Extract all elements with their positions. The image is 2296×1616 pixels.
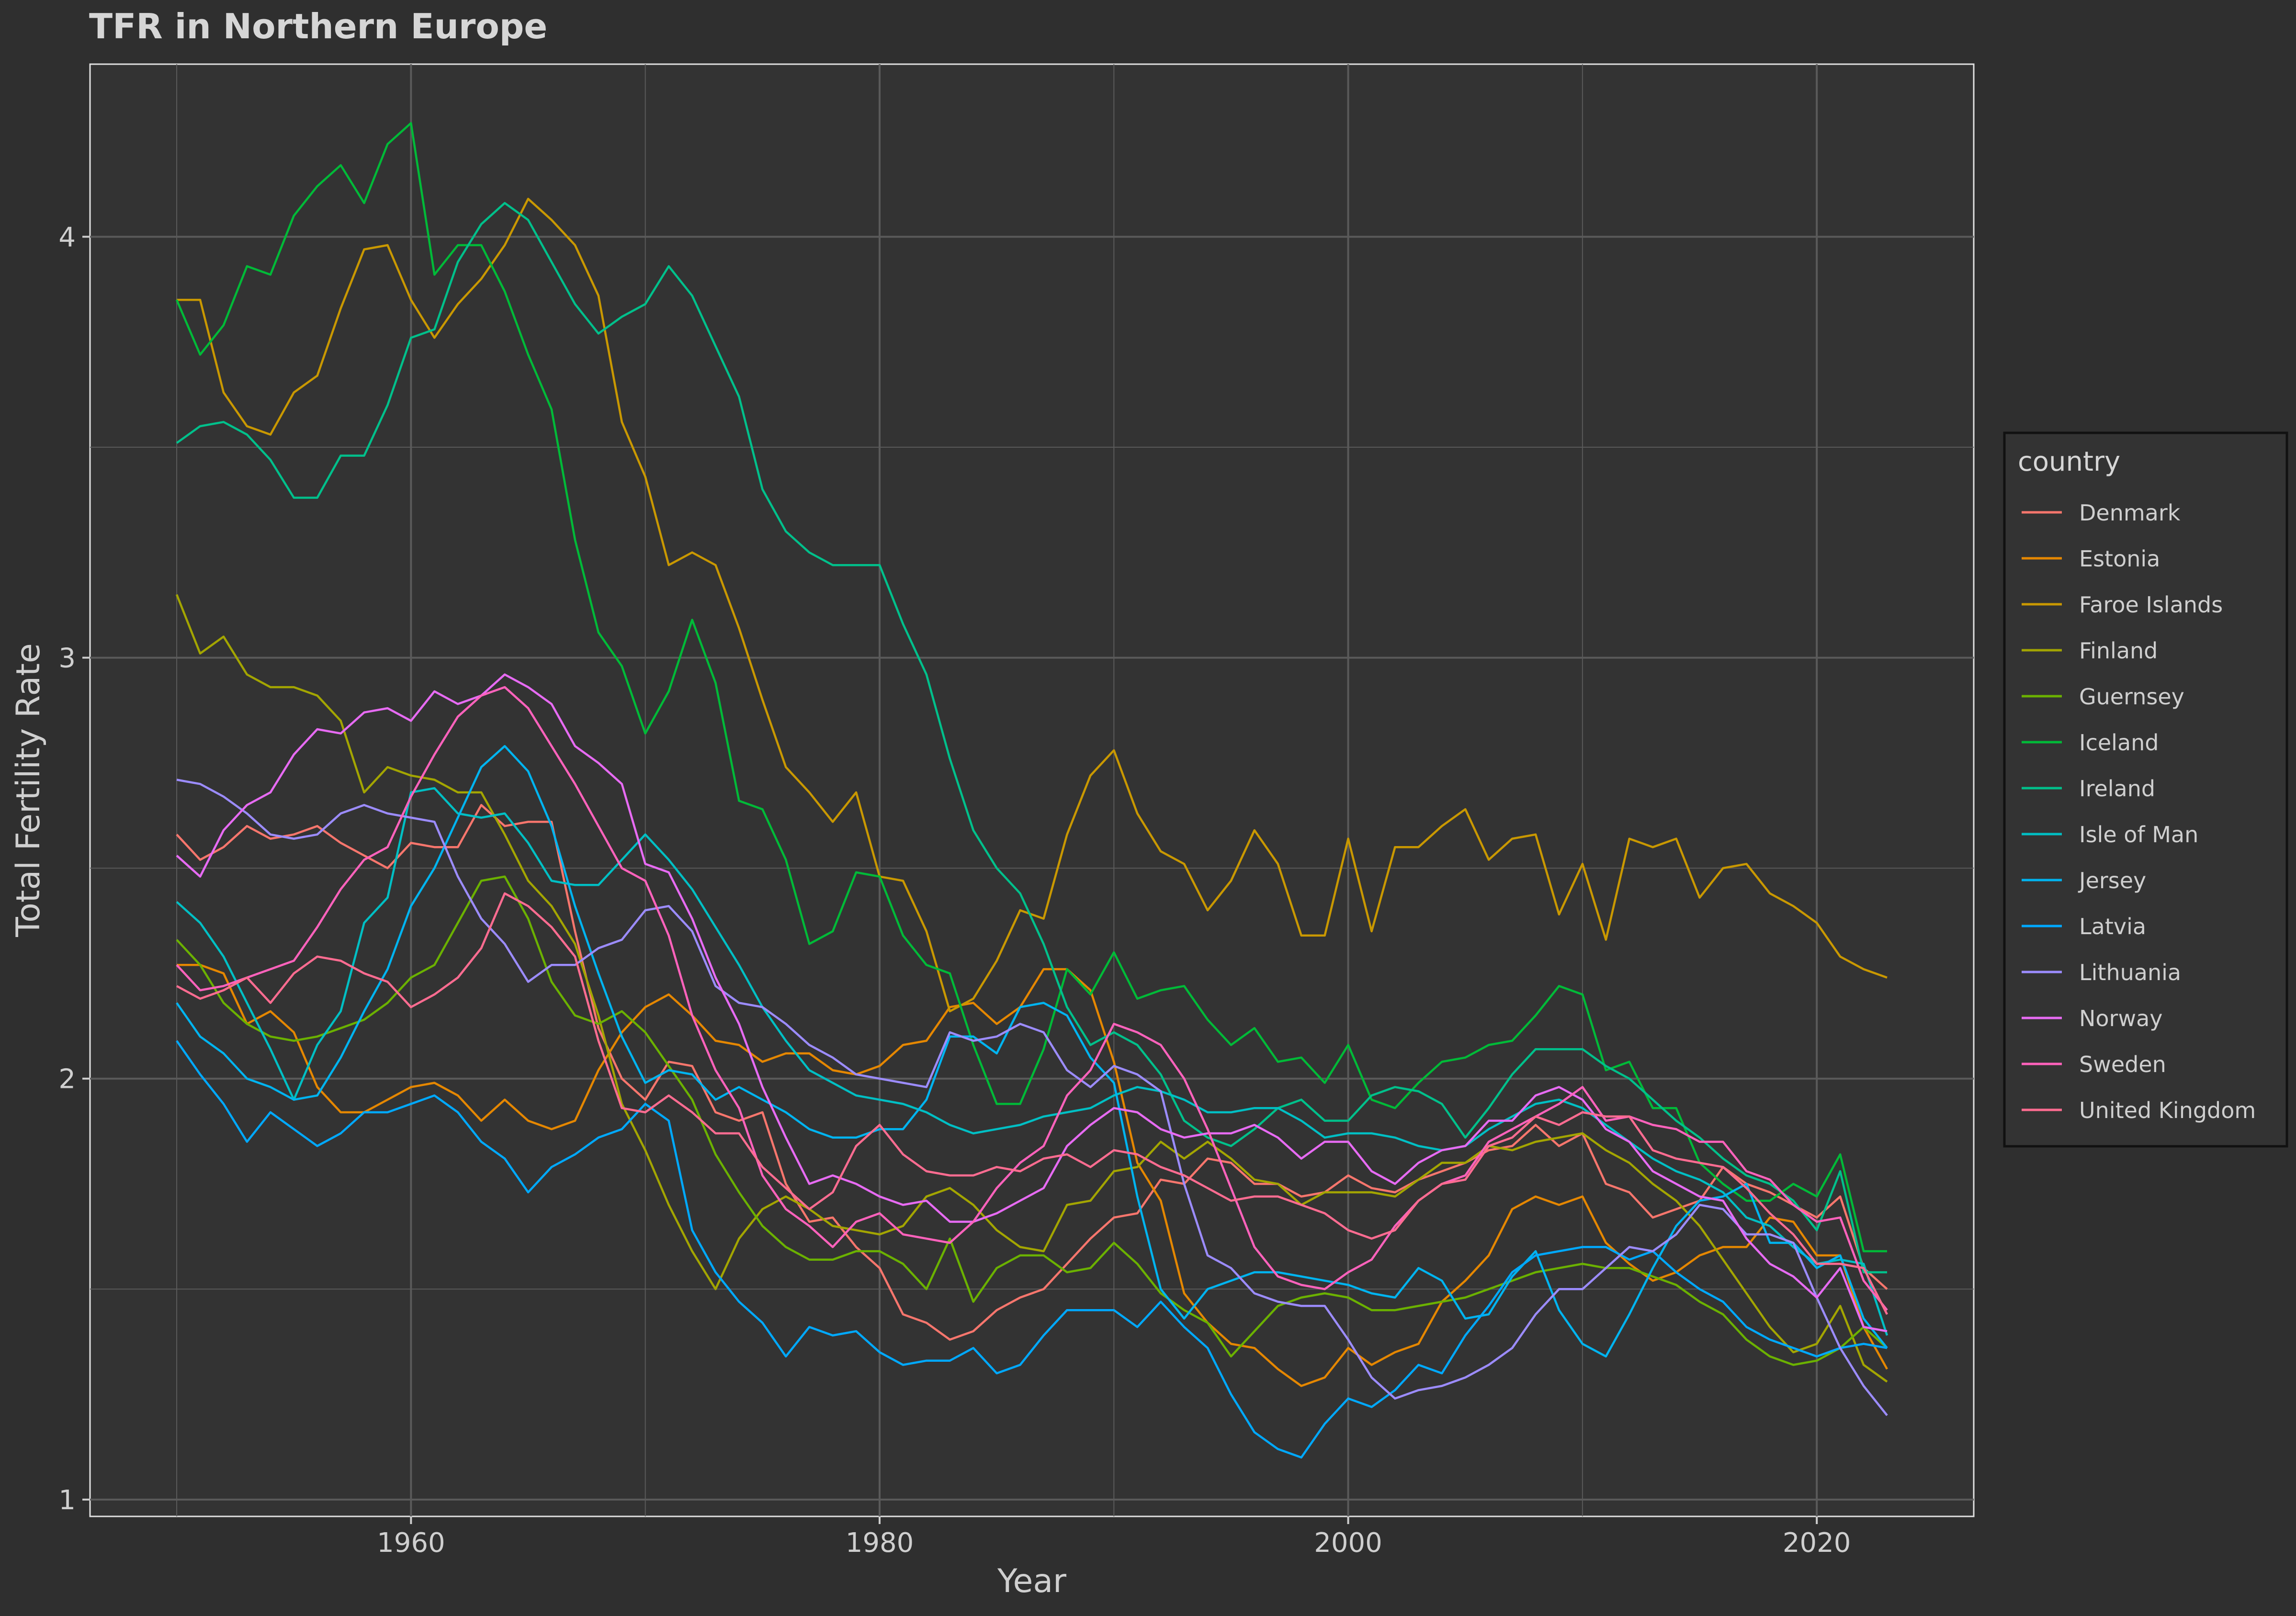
legend-label: Lithuania xyxy=(2079,960,2181,985)
legend-label: Sweden xyxy=(2079,1051,2166,1077)
x-tick-label: 2020 xyxy=(1783,1527,1851,1559)
legend-label: Ireland xyxy=(2079,776,2155,802)
y-axis: 1 2 3 4 xyxy=(58,222,90,1516)
series-line-isle-of-man xyxy=(176,787,1889,1336)
legend-label: United Kingdom xyxy=(2079,1097,2256,1123)
y-axis-title: Total Fertility Rate xyxy=(10,643,47,937)
x-tick-label: 1960 xyxy=(377,1527,445,1559)
series-line-denmark xyxy=(176,804,1888,1341)
legend-label: Guernsey xyxy=(2079,684,2184,710)
plot-panel xyxy=(89,63,1975,1517)
x-axis-title: Year xyxy=(997,1562,1066,1600)
series-line-jersey xyxy=(176,745,1888,1358)
chart-title: TFR in Northern Europe xyxy=(89,6,547,46)
legend-label: Isle of Man xyxy=(2079,822,2198,848)
legend-box xyxy=(2003,431,2288,1148)
series-line-ireland xyxy=(176,202,1887,1274)
legend-label: Norway xyxy=(2079,1006,2163,1031)
series-line-guernsey xyxy=(176,875,1888,1366)
series-line-finland xyxy=(175,594,1888,1383)
legend-label: Latvia xyxy=(2079,914,2146,939)
legend-label: Faroe Islands xyxy=(2079,592,2223,618)
legend-label: Jersey xyxy=(2078,868,2146,893)
legend-title: country xyxy=(2018,446,2120,477)
series-line-faroe-islands xyxy=(177,198,1888,1013)
x-tick-label: 1980 xyxy=(846,1527,914,1559)
legend-label: Denmark xyxy=(2079,500,2181,526)
series-line-lithuania xyxy=(176,779,1888,1416)
legend-items: Denmark Estonia Faroe Islands Finland Guerns… xyxy=(2022,500,2256,1123)
y-tick-label: 4 xyxy=(58,222,76,253)
major-gridlines xyxy=(90,64,1974,1516)
series-line-norway xyxy=(176,673,1888,1333)
legend-label: Estonia xyxy=(2079,546,2160,572)
y-tick-label: 2 xyxy=(58,1064,76,1095)
x-tick-label: 2000 xyxy=(1314,1527,1382,1559)
legend-label: Finland xyxy=(2079,638,2158,664)
series-lines xyxy=(175,122,1889,1459)
legend-label: Iceland xyxy=(2079,730,2159,756)
legend: country Denmark Estonia Faroe Islands Finla… xyxy=(2003,431,2288,1148)
y-tick-label: 1 xyxy=(58,1485,76,1516)
minor-gridlines xyxy=(90,64,1974,1516)
series-line-estonia xyxy=(177,964,1888,1387)
series-line-united-kingdom xyxy=(176,892,1889,1315)
y-tick-label: 3 xyxy=(58,643,76,674)
x-axis: 1960 1980 2000 2020 xyxy=(377,1516,1851,1559)
series-line-latvia xyxy=(176,1040,1888,1459)
series-line-iceland xyxy=(175,122,1887,1253)
